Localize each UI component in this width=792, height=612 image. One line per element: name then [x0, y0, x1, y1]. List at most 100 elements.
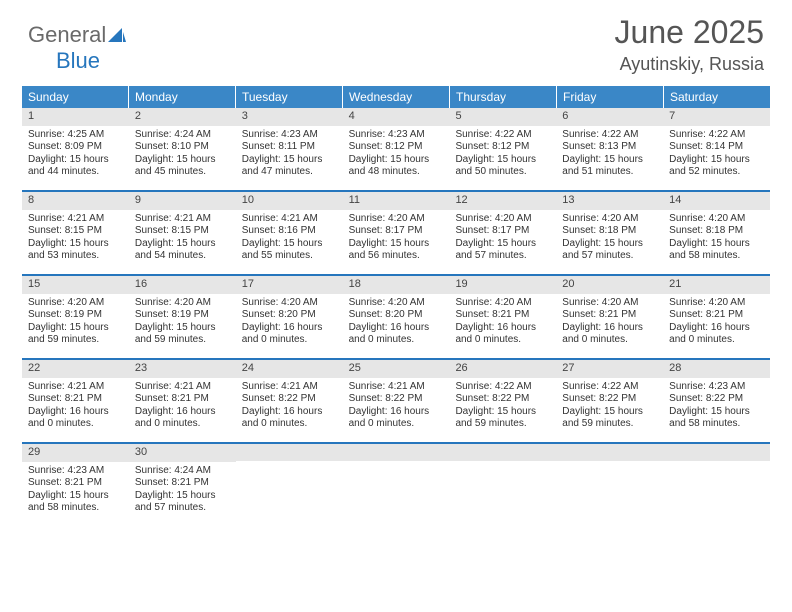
day-header: Sunday — [22, 86, 129, 108]
day-number: 23 — [129, 360, 236, 378]
day-number: 14 — [663, 192, 770, 210]
sunrise-text: Sunrise: 4:24 AM — [135, 129, 230, 142]
logo-text-1: General — [28, 22, 106, 47]
daylight-text: Daylight: 15 hours and 52 minutes. — [669, 154, 764, 179]
day-number: 17 — [236, 276, 343, 294]
day-cell: 22Sunrise: 4:21 AMSunset: 8:21 PMDayligh… — [22, 360, 129, 442]
day-body — [236, 461, 343, 521]
sunrise-text: Sunrise: 4:22 AM — [455, 381, 550, 394]
sunset-text: Sunset: 8:10 PM — [135, 141, 230, 154]
day-body — [449, 461, 556, 521]
day-cell: 18Sunrise: 4:20 AMSunset: 8:20 PMDayligh… — [343, 276, 450, 358]
week-row: 15Sunrise: 4:20 AMSunset: 8:19 PMDayligh… — [22, 276, 770, 360]
day-number: 6 — [556, 108, 663, 126]
sunrise-text: Sunrise: 4:23 AM — [669, 381, 764, 394]
daylight-text: Daylight: 15 hours and 58 minutes. — [28, 490, 123, 515]
day-number: 22 — [22, 360, 129, 378]
day-header: Wednesday — [343, 86, 450, 108]
sunset-text: Sunset: 8:19 PM — [28, 309, 123, 322]
sunrise-text: Sunrise: 4:20 AM — [455, 213, 550, 226]
sunset-text: Sunset: 8:20 PM — [349, 309, 444, 322]
logo: General Blue — [28, 22, 126, 74]
daylight-text: Daylight: 16 hours and 0 minutes. — [135, 406, 230, 431]
sunrise-text: Sunrise: 4:20 AM — [562, 297, 657, 310]
location-label: Ayutinskiy, Russia — [620, 54, 764, 75]
day-cell: 25Sunrise: 4:21 AMSunset: 8:22 PMDayligh… — [343, 360, 450, 442]
daylight-text: Daylight: 15 hours and 50 minutes. — [455, 154, 550, 179]
day-number — [343, 444, 450, 461]
day-cell — [556, 444, 663, 526]
day-cell: 11Sunrise: 4:20 AMSunset: 8:17 PMDayligh… — [343, 192, 450, 274]
sunrise-text: Sunrise: 4:21 AM — [28, 381, 123, 394]
day-cell: 17Sunrise: 4:20 AMSunset: 8:20 PMDayligh… — [236, 276, 343, 358]
sunrise-text: Sunrise: 4:23 AM — [28, 465, 123, 478]
sunrise-text: Sunrise: 4:20 AM — [28, 297, 123, 310]
daylight-text: Daylight: 15 hours and 57 minutes. — [562, 238, 657, 263]
sunrise-text: Sunrise: 4:23 AM — [242, 129, 337, 142]
day-body: Sunrise: 4:20 AMSunset: 8:17 PMDaylight:… — [449, 210, 556, 269]
week-row: 29 Sunrise: 4:23 AM Sunset: 8:21 PM Dayligh… — [22, 444, 770, 526]
day-number: 15 — [22, 276, 129, 294]
calendar: SundayMondayTuesdayWednesdayThursdayFrid… — [22, 86, 770, 526]
day-number — [556, 444, 663, 461]
day-header: Tuesday — [236, 86, 343, 108]
day-body: Sunrise: 4:21 AMSunset: 8:21 PMDaylight:… — [22, 378, 129, 437]
day-number: 29 — [22, 444, 129, 462]
daylight-text: Daylight: 15 hours and 58 minutes. — [669, 406, 764, 431]
sunrise-text: Sunrise: 4:20 AM — [455, 297, 550, 310]
daylight-text: Daylight: 15 hours and 59 minutes. — [135, 322, 230, 347]
sunrise-text: Sunrise: 4:20 AM — [669, 297, 764, 310]
sunset-text: Sunset: 8:12 PM — [349, 141, 444, 154]
day-body: Sunrise: 4:20 AMSunset: 8:21 PMDaylight:… — [556, 294, 663, 353]
day-cell — [663, 444, 770, 526]
sunset-text: Sunset: 8:13 PM — [562, 141, 657, 154]
sunrise-text: Sunrise: 4:21 AM — [242, 381, 337, 394]
day-number: 11 — [343, 192, 450, 210]
daylight-text: Daylight: 16 hours and 0 minutes. — [242, 322, 337, 347]
day-number: 7 — [663, 108, 770, 126]
day-body: Sunrise: 4:23 AMSunset: 8:22 PMDaylight:… — [663, 378, 770, 437]
day-cell — [343, 444, 450, 526]
day-body: Sunrise: 4:20 AMSunset: 8:17 PMDaylight:… — [343, 210, 450, 269]
day-body: Sunrise: 4:22 AMSunset: 8:12 PMDaylight:… — [449, 126, 556, 185]
daylight-text: Daylight: 15 hours and 56 minutes. — [349, 238, 444, 263]
sunrise-text: Sunrise: 4:21 AM — [349, 381, 444, 394]
day-body — [343, 461, 450, 521]
daylight-text: Daylight: 16 hours and 0 minutes. — [455, 322, 550, 347]
day-number — [449, 444, 556, 461]
sunset-text: Sunset: 8:14 PM — [669, 141, 764, 154]
daylight-text: Daylight: 15 hours and 51 minutes. — [562, 154, 657, 179]
day-body — [663, 461, 770, 521]
day-cell: 15 Sunrise: 4:20 AMSunset: 8:19 PMDayligh… — [22, 276, 129, 358]
daylight-text: Daylight: 16 hours and 0 minutes. — [349, 322, 444, 347]
sunrise-text: Sunrise: 4:23 AM — [349, 129, 444, 142]
sunset-text: Sunset: 8:21 PM — [28, 393, 123, 406]
day-number: 25 — [343, 360, 450, 378]
sunrise-text: Sunrise: 4:20 AM — [349, 297, 444, 310]
day-cell: 13Sunrise: 4:20 AMSunset: 8:18 PMDayligh… — [556, 192, 663, 274]
day-header-row: SundayMondayTuesdayWednesdayThursdayFrid… — [22, 86, 770, 108]
day-cell — [236, 444, 343, 526]
day-number: 20 — [556, 276, 663, 294]
day-number: 9 — [129, 192, 236, 210]
day-number: 8 — [22, 192, 129, 210]
sunset-text: Sunset: 8:21 PM — [135, 393, 230, 406]
sunset-text: Sunset: 8:21 PM — [455, 309, 550, 322]
day-cell: 1Sunrise: 4:25 AMSunset: 8:09 PMDaylight… — [22, 108, 129, 190]
sunset-text: Sunset: 8:21 PM — [135, 477, 230, 490]
day-number: 4 — [343, 108, 450, 126]
daylight-text: Daylight: 15 hours and 57 minutes. — [455, 238, 550, 263]
page-title: June 2025 — [615, 14, 764, 51]
daylight-text: Daylight: 15 hours and 59 minutes. — [28, 322, 123, 347]
day-body: Sunrise: 4:23 AMSunset: 8:12 PMDaylight:… — [343, 126, 450, 185]
day-header: Saturday — [664, 86, 770, 108]
day-body — [556, 461, 663, 521]
sunrise-text: Sunrise: 4:20 AM — [135, 297, 230, 310]
day-cell: 2Sunrise: 4:24 AMSunset: 8:10 PMDaylight… — [129, 108, 236, 190]
sunset-text: Sunset: 8:20 PM — [242, 309, 337, 322]
day-body: Sunrise: 4:21 AMSunset: 8:15 PMDaylight:… — [22, 210, 129, 269]
week-row: 8Sunrise: 4:21 AMSunset: 8:15 PMDaylight… — [22, 192, 770, 276]
day-number: 12 — [449, 192, 556, 210]
day-body: Sunrise: 4:22 AMSunset: 8:14 PMDaylight:… — [663, 126, 770, 185]
daylight-text: Daylight: 16 hours and 0 minutes. — [669, 322, 764, 347]
